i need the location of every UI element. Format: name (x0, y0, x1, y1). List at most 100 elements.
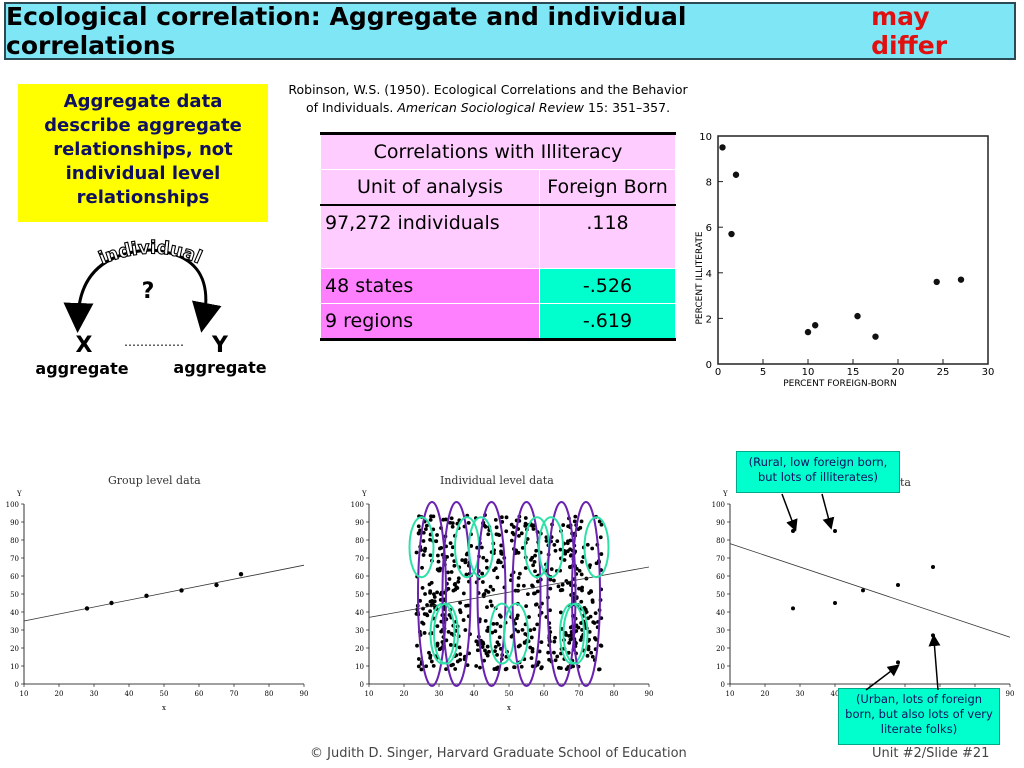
individual-point (586, 644, 591, 649)
individual-point (495, 652, 499, 657)
scan-scatter-plot: 0 5 10 15 20 25 30 0 2 4 6 8 10 PERCENT ILLITERATE P… (695, 132, 994, 389)
subgroup-ellipse (524, 516, 550, 579)
y-tick: 40 (355, 609, 364, 617)
individual-point (585, 542, 590, 547)
footer-credit: © Judith D. Singer, Harvard Graduate Sch… (310, 746, 687, 761)
individual-point (523, 516, 528, 520)
citation-pre: of Individuals. (305, 100, 394, 115)
individual-point (537, 649, 542, 654)
callout-urban: (Urban, lots of foreign born, but also l… (838, 688, 1000, 745)
individual-point (552, 650, 556, 655)
group-point (238, 572, 244, 577)
individual-point (456, 579, 461, 584)
y-tick: 100 (6, 501, 19, 509)
x-tick: 40 (125, 690, 134, 698)
individual-point (486, 590, 491, 594)
individual-point (485, 628, 489, 633)
individual-point (432, 595, 437, 599)
col-unit-header: Unit of analysis (320, 169, 540, 206)
individual-point (428, 553, 433, 558)
individual-point (450, 524, 455, 529)
individual-point (563, 551, 568, 556)
fit-line (23, 564, 305, 622)
individual-point (478, 665, 482, 670)
individual-point (449, 570, 454, 574)
individual-point (530, 664, 535, 669)
individual-point (556, 584, 561, 589)
x-tick: 20 (400, 690, 409, 698)
individual-point (475, 648, 480, 653)
individual-point (588, 563, 592, 568)
individual-point (497, 613, 502, 618)
scan-xtick: 5 (760, 367, 766, 378)
individual-point (427, 650, 431, 655)
x-tick: 90 (300, 690, 309, 698)
row-regions-value: -.619 (539, 303, 676, 340)
individual-point (422, 631, 427, 635)
fit-line (729, 543, 1011, 638)
individual-point (504, 529, 509, 534)
scan-point (812, 322, 819, 329)
combined-point (896, 660, 900, 665)
x-axis-letter: x (507, 704, 511, 710)
individual-point (452, 563, 457, 568)
y-tick: 100 (712, 501, 725, 509)
scan-ytick: 2 (706, 314, 712, 325)
individual-point (529, 656, 534, 660)
y-tick: 100 (351, 501, 364, 509)
individual-point (517, 533, 521, 538)
individual-point (504, 666, 509, 671)
individual-point (533, 569, 537, 574)
individual-point (480, 571, 485, 576)
individual-point (598, 535, 603, 540)
y-tick: 10 (355, 663, 364, 671)
scan-ytick: 6 (706, 223, 712, 234)
individual-point (485, 565, 489, 570)
individual-point (449, 516, 454, 521)
x-tick: 70 (230, 690, 239, 698)
y-tick: 80 (716, 537, 725, 545)
individual-point (599, 552, 604, 556)
individual-point (498, 560, 503, 565)
question-mark: ? (142, 279, 155, 304)
individual-point (483, 648, 487, 653)
individual-point (495, 621, 499, 626)
individual-point (509, 538, 514, 543)
scan-xtick: 15 (847, 367, 860, 378)
individual-point (578, 638, 583, 642)
scan-point (854, 312, 861, 320)
individual-point (461, 591, 466, 596)
individual-point (587, 629, 592, 634)
individual-point (431, 663, 436, 668)
individual-point (539, 640, 544, 644)
individual-point (451, 662, 455, 667)
individual-point (419, 667, 424, 672)
individual-point (580, 559, 584, 564)
individual-point (532, 591, 536, 596)
y-sub: aggregate (173, 358, 266, 377)
individual-point (509, 522, 514, 527)
row-regions-unit: 9 regions (320, 303, 540, 340)
col-foreign-header: Foreign Born (539, 169, 676, 206)
individual-point (423, 592, 427, 596)
individual-point (480, 645, 485, 649)
individual-point (565, 549, 570, 554)
individual-point (494, 532, 499, 537)
individual-point (572, 519, 577, 524)
y-tick: 90 (10, 519, 19, 527)
individual-point (539, 665, 544, 670)
individual-plot-title: Individual level data (440, 474, 554, 487)
individual-point (448, 541, 453, 546)
individual-point (430, 602, 435, 607)
y-tick: 80 (355, 537, 364, 545)
individual-point (552, 543, 557, 547)
y-tick: 70 (716, 555, 725, 563)
y-tick: 50 (716, 591, 725, 599)
individual-point (464, 572, 469, 577)
citation-journal: American Sociological Review (397, 100, 585, 115)
individual-point (446, 570, 450, 575)
scan-point (804, 328, 812, 336)
y-tick: 30 (10, 627, 19, 635)
individual-point (485, 605, 489, 609)
